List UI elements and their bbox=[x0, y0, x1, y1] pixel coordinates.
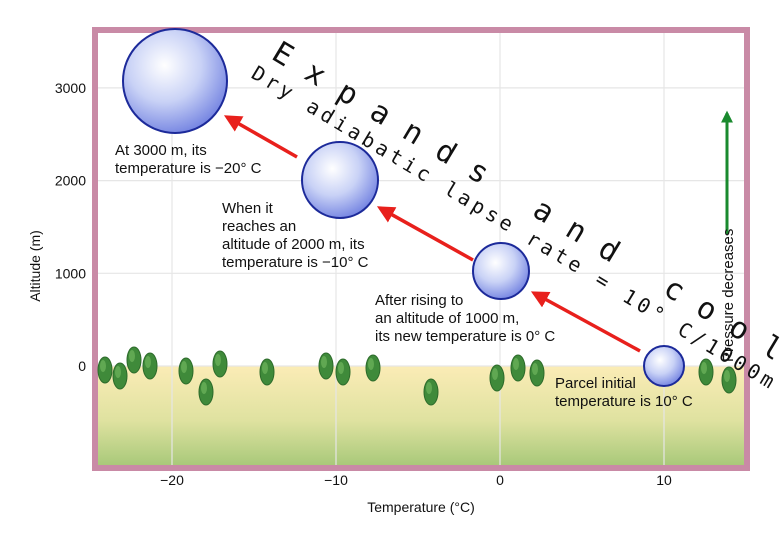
pressure-label: Pressure decreases bbox=[720, 229, 737, 362]
y-axis-title: Altitude (m) bbox=[27, 230, 43, 302]
parcel-label-line: After rising to bbox=[375, 292, 463, 309]
parcel-label-line: When it bbox=[222, 200, 274, 217]
ascent-arrow bbox=[223, 115, 298, 159]
ascent-arrow bbox=[376, 206, 474, 262]
parcel-label-line: an altitude of 1000 m, bbox=[375, 310, 519, 327]
y-tick-label: 1000 bbox=[55, 265, 86, 281]
air-parcel bbox=[301, 141, 379, 219]
x-tick-label: −10 bbox=[324, 472, 348, 488]
tree-highlight bbox=[368, 358, 374, 370]
parcel-label-line: its new temperature is 0° C bbox=[375, 328, 555, 345]
y-tick-label: 3000 bbox=[55, 80, 86, 96]
tree-highlight bbox=[338, 362, 344, 374]
parcel-label-line: temperature is −20° C bbox=[115, 160, 262, 177]
y-tick-label: 0 bbox=[78, 358, 86, 374]
x-axis-title: Temperature (°C) bbox=[367, 499, 475, 515]
tree-highlight bbox=[115, 366, 121, 378]
trees bbox=[97, 346, 737, 406]
air-parcel bbox=[643, 345, 685, 387]
tree-highlight bbox=[724, 370, 730, 382]
ascent-arrow bbox=[530, 291, 641, 353]
tree-highlight bbox=[215, 354, 221, 366]
x-tick-label: 0 bbox=[496, 472, 504, 488]
air-parcel bbox=[472, 242, 530, 300]
x-tick-labels: −20 −10 0 10 bbox=[160, 472, 672, 488]
tree-highlight bbox=[100, 360, 106, 372]
x-tick-label: −20 bbox=[160, 472, 184, 488]
parcel-label-line: Parcel initial bbox=[555, 375, 636, 392]
tree-highlight bbox=[532, 363, 538, 375]
tree-highlight bbox=[492, 368, 498, 380]
parcel-label-line: altitude of 2000 m, its bbox=[222, 236, 365, 253]
tree-highlight bbox=[701, 362, 707, 374]
parcel-label-line: temperature is 10° C bbox=[555, 393, 693, 410]
x-tick-label: 10 bbox=[656, 472, 672, 488]
y-tick-labels: 0 1000 2000 3000 bbox=[55, 80, 86, 374]
air-parcel bbox=[122, 28, 228, 134]
y-tick-label: 2000 bbox=[55, 173, 86, 189]
tree-highlight bbox=[513, 358, 519, 370]
tree-highlight bbox=[129, 350, 135, 362]
tree-highlight bbox=[201, 382, 207, 394]
parcel-label-line: reaches an bbox=[222, 218, 296, 235]
tree-highlight bbox=[262, 362, 268, 374]
tree-highlight bbox=[145, 356, 151, 368]
parcel-label-line: At 3000 m, its bbox=[115, 142, 207, 159]
tree-highlight bbox=[321, 356, 327, 368]
parcel-label-line: temperature is −10° C bbox=[222, 254, 369, 271]
ascent-arrows bbox=[223, 115, 641, 353]
air-parcels bbox=[122, 28, 685, 387]
tree-highlight bbox=[426, 382, 432, 394]
ground-band bbox=[98, 366, 744, 465]
tree-highlight bbox=[181, 361, 187, 373]
